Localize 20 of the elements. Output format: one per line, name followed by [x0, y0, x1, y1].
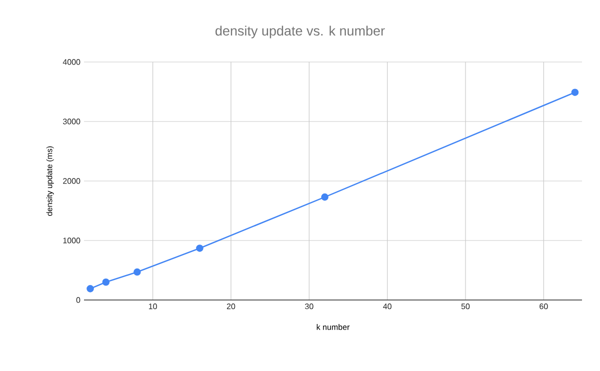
y-tick-label: 0 — [76, 297, 80, 303]
point — [196, 244, 204, 252]
x-tick-label: 30 — [305, 304, 314, 310]
x-tick-label: 50 — [461, 304, 470, 310]
y-tick-label: 4000 — [62, 59, 80, 65]
x-tick-label: 60 — [540, 304, 548, 310]
point — [86, 285, 94, 292]
x-tick-label: 20 — [226, 304, 236, 310]
x-tick-label: 40 — [383, 304, 392, 310]
y-axis-title: density update (ms) — [46, 146, 54, 216]
x-tick-label: 10 — [148, 304, 157, 310]
point — [102, 278, 110, 286]
y-tick-label: 2000 — [63, 178, 80, 184]
point — [571, 88, 579, 96]
y-tick-label: 1000 — [63, 238, 80, 244]
chart-title: density update vs. k number — [216, 26, 385, 38]
point — [134, 268, 141, 276]
x-axis-title: k number — [316, 324, 350, 330]
y-tick-label: 3000 — [62, 118, 80, 124]
point — [321, 193, 328, 201]
